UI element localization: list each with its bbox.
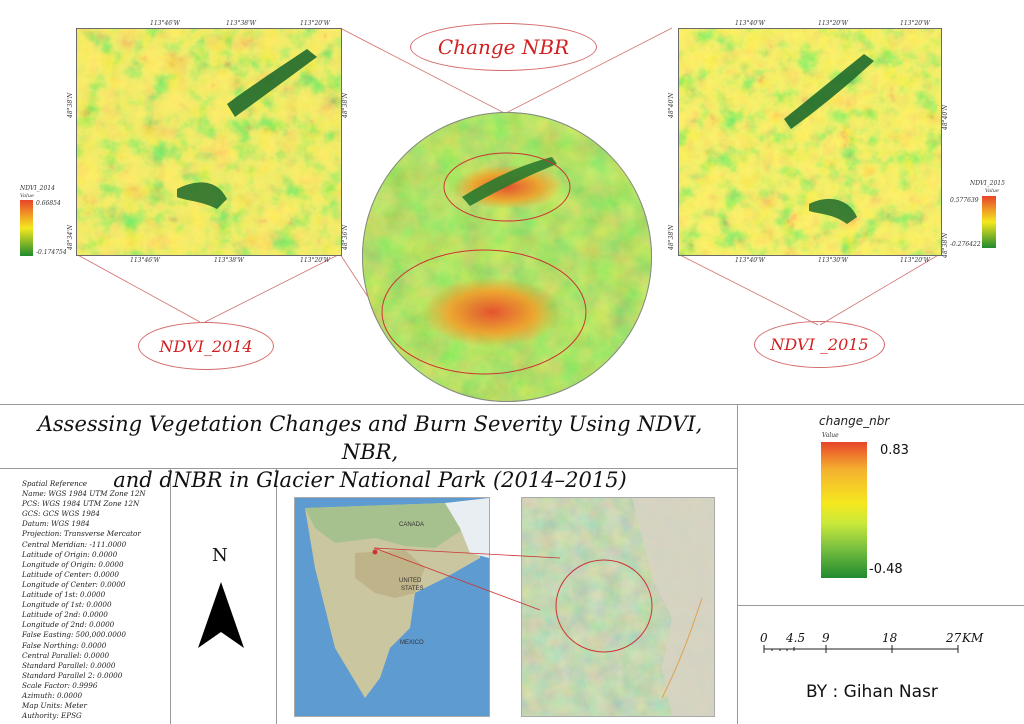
coord-top-right-3: 113°20'W bbox=[900, 20, 930, 27]
scale-tick-18: 18 bbox=[882, 631, 898, 645]
sr-line: Datum: WGS 1984 bbox=[22, 519, 90, 529]
sr-line: Spatial Reference bbox=[22, 479, 88, 488]
ndvi-2015-legend-ramp bbox=[982, 196, 996, 248]
coord-top-left-2: 113°38'W bbox=[226, 20, 256, 27]
label-united: UNITED bbox=[399, 578, 422, 584]
north-arrow-icon bbox=[198, 582, 244, 648]
sr-line: Azimuth: 0.0000 bbox=[22, 690, 83, 700]
divider-title bbox=[0, 468, 737, 469]
scale-bar-graphic bbox=[763, 645, 959, 653]
coord-bottom-left-2: 113°38'W bbox=[214, 257, 244, 264]
sr-line: Longitude of Center: 0.0000 bbox=[22, 579, 126, 589]
sr-line: Central Meridian: -111.0000 bbox=[22, 539, 127, 549]
ndvi-2015-legend-low: -0.276422 bbox=[950, 241, 981, 248]
sr-line: Projection: Transverse Mercator bbox=[22, 529, 141, 539]
coord-top-right-1: 113°40'W bbox=[735, 20, 765, 27]
coord-bottom-right-3: 113°20'W bbox=[900, 257, 930, 264]
locator-map-park bbox=[521, 497, 715, 717]
sr-line: Longitude of 1st: 0.0000 bbox=[22, 600, 112, 610]
label-canada: CANADA bbox=[399, 522, 425, 528]
change-legend-ramp bbox=[821, 442, 867, 578]
ndvi-2014-raster bbox=[77, 29, 341, 255]
sr-line: Scale Factor: 0.9996 bbox=[22, 680, 98, 690]
change-legend-low: -0.48 bbox=[869, 562, 903, 577]
scale-tick-0: 0 bbox=[760, 631, 768, 645]
north-arrow-label: N bbox=[212, 545, 228, 566]
sr-line: Map Units: Meter bbox=[22, 701, 87, 711]
change-legend-high: 0.83 bbox=[880, 443, 909, 458]
divider-legend bbox=[737, 605, 1024, 606]
ndvi-2015-legend-sub: Value bbox=[985, 188, 999, 194]
change-nbr-frame bbox=[362, 112, 652, 402]
coord-bottom-left-1: 113°46'W bbox=[130, 257, 160, 264]
coord-left-right-2: 48°38'N bbox=[668, 224, 675, 250]
author-credit: BY : Gihan Nasr bbox=[806, 682, 938, 702]
sr-line: Latitude of 2nd: 0.0000 bbox=[22, 610, 108, 620]
coord-top-right-2: 113°20'W bbox=[818, 20, 848, 27]
sr-line: Latitude of 1st: 0.0000 bbox=[22, 590, 106, 600]
label-states: STATES bbox=[401, 586, 424, 592]
sr-line: Standard Parallel: 0.0000 bbox=[22, 660, 116, 670]
sr-line: Authority: EPSG bbox=[22, 711, 82, 721]
coord-top-left-3: 113°20'W bbox=[300, 20, 330, 27]
coord-left-left-2: 48°34'N bbox=[67, 224, 74, 250]
sr-line: Central Parallel: 0.0000 bbox=[22, 650, 110, 660]
coord-bottom-right-1: 113°40'W bbox=[735, 257, 765, 264]
sr-line: Latitude of Center: 0.0000 bbox=[22, 569, 119, 579]
coord-right-right-2: 48°38'N bbox=[942, 232, 949, 258]
ndvi-2014-legend-ramp bbox=[20, 200, 33, 256]
page-title: Assessing Vegetation Changes and Burn Se… bbox=[10, 410, 730, 494]
ndvi-2014-legend-title: NDVI_2014 bbox=[20, 185, 55, 192]
coord-right-right-1: 48°40'N bbox=[942, 104, 949, 130]
change-legend-sub: Value bbox=[822, 432, 839, 439]
ndvi-2015-legend-title: NDVI_2015 bbox=[970, 180, 1005, 187]
ndvi-2014-legend-low: -0.174754 bbox=[36, 249, 67, 256]
sr-line: Latitude of Origin: 0.0000 bbox=[22, 549, 118, 559]
divider-sr bbox=[170, 468, 171, 724]
park-terrain-basemap bbox=[522, 498, 714, 716]
ndvi-2015-legend-high: 0.577639 bbox=[950, 197, 979, 204]
locator-connector bbox=[373, 547, 561, 611]
sr-line: Name: WGS 1984 UTM Zone 12N bbox=[22, 489, 146, 499]
divider-arrow bbox=[276, 468, 277, 724]
sr-line: PCS: WGS 1984 UTM Zone 12N bbox=[22, 499, 140, 509]
sr-line: Longitude of 2nd: 0.0000 bbox=[22, 620, 115, 630]
ndvi-2014-label: NDVI_2014 bbox=[138, 322, 274, 370]
sr-line: Longitude of Origin: 0.0000 bbox=[22, 559, 124, 569]
change-nbr-label: Change NBR bbox=[410, 23, 597, 71]
ndvi-2014-legend-sub: Value bbox=[20, 193, 34, 199]
coord-left-left-1: 48°38'N bbox=[67, 92, 74, 118]
sr-line: False Northing: 0.0000 bbox=[22, 640, 107, 650]
connector-lines bbox=[75, 27, 941, 326]
ndvi-2014-legend-high: 0.66854 bbox=[36, 200, 61, 207]
ndvi-2015-raster bbox=[679, 29, 941, 255]
page-title-line-2: and dNBR in Glacier National Park (2014–… bbox=[113, 468, 627, 492]
scale-tick-27: 27 bbox=[946, 631, 962, 645]
ndvi-2015-map bbox=[678, 28, 942, 256]
scale-unit: KM bbox=[962, 631, 984, 645]
label-mexico: MEXICO bbox=[400, 640, 424, 646]
coord-bottom-left-3: 113°20'W bbox=[300, 257, 330, 264]
sr-line: False Easting: 500,000.0000 bbox=[22, 630, 126, 640]
ndvi-2015-label: NDVI _2015 bbox=[754, 321, 885, 368]
sr-line: Standard Parallel 2: 0.0000 bbox=[22, 670, 123, 680]
change-legend-title: change_nbr bbox=[819, 414, 890, 428]
spatial-reference: Spatial Reference Name: WGS 1984 UTM Zon… bbox=[22, 479, 167, 721]
divider-right bbox=[737, 404, 738, 724]
coord-right-left-1: 48°38'N bbox=[342, 92, 349, 118]
divider-top bbox=[0, 404, 1024, 405]
coord-left-right-1: 48°40'N bbox=[668, 92, 675, 118]
coord-top-left-1: 113°46'W bbox=[150, 20, 180, 27]
ndvi-2014-map bbox=[76, 28, 342, 256]
coord-right-left-2: 48°36'N bbox=[342, 224, 349, 250]
sr-line: GCS: GCS WGS 1984 bbox=[22, 509, 100, 519]
scale-tick-4-5: 4.5 bbox=[786, 631, 806, 645]
scale-tick-9: 9 bbox=[822, 631, 830, 645]
page-title-line-1: Assessing Vegetation Changes and Burn Se… bbox=[37, 412, 703, 464]
coord-bottom-right-2: 113°30'W bbox=[818, 257, 848, 264]
